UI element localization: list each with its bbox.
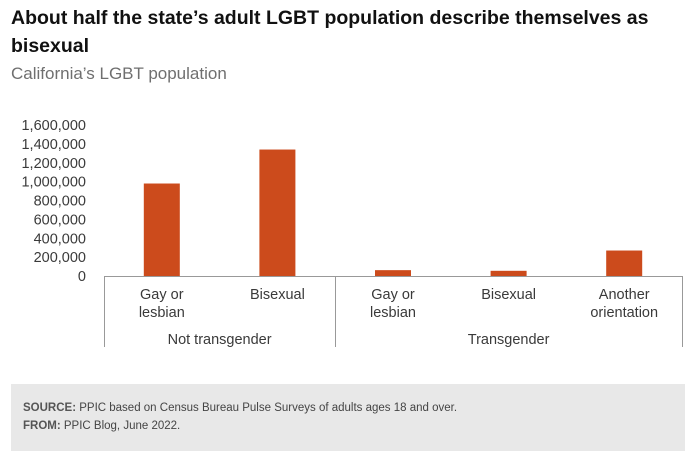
category-label: Another [599, 287, 650, 303]
chart-title: About half the state’s adult LGBT popula… [11, 7, 649, 57]
y-tick-label: 200,000 [34, 250, 86, 266]
bar [606, 250, 643, 276]
category-label: lesbian [139, 305, 185, 321]
y-tick-label: 1,400,000 [21, 137, 86, 153]
y-tick-label: 1,000,000 [21, 175, 86, 191]
from-label: FROM: [23, 420, 61, 432]
chart-subtitle: California’s LGBT population [11, 64, 227, 83]
category-label: lesbian [370, 305, 416, 321]
category-label: Bisexual [481, 287, 536, 303]
group-label: Transgender [468, 332, 550, 348]
bar [375, 270, 411, 276]
bar-chart: 0 200,000 400,000 600,000 800,000 1,000,000 1,… [21, 118, 683, 348]
y-tick-label: 800,000 [34, 194, 86, 210]
bar [143, 183, 180, 276]
y-tick-label: 600,000 [34, 212, 86, 228]
y-tick-label: 400,000 [34, 231, 86, 247]
group-label: Not transgender [168, 332, 272, 348]
source-label: SOURCE: [23, 402, 77, 414]
bar [259, 149, 296, 276]
footer: SOURCE: PPIC based on Census Bureau Puls… [11, 384, 685, 451]
category-label: Bisexual [250, 287, 305, 303]
category-label: Gay or [371, 287, 415, 303]
from-line: FROM: PPIC Blog, June 2022. [23, 417, 685, 435]
source-line: SOURCE: PPIC based on Census Bureau Puls… [23, 399, 685, 417]
y-tick-label: 1,200,000 [21, 156, 86, 172]
from-text: PPIC Blog, June 2022. [60, 420, 181, 432]
source-text: PPIC based on Census Bureau Pulse Survey… [76, 402, 458, 414]
y-tick-label: 1,600,000 [21, 118, 86, 134]
category-label: Gay or [140, 287, 184, 303]
category-label: orientation [590, 305, 658, 321]
y-tick-label: 0 [78, 269, 86, 285]
bar [490, 270, 527, 276]
